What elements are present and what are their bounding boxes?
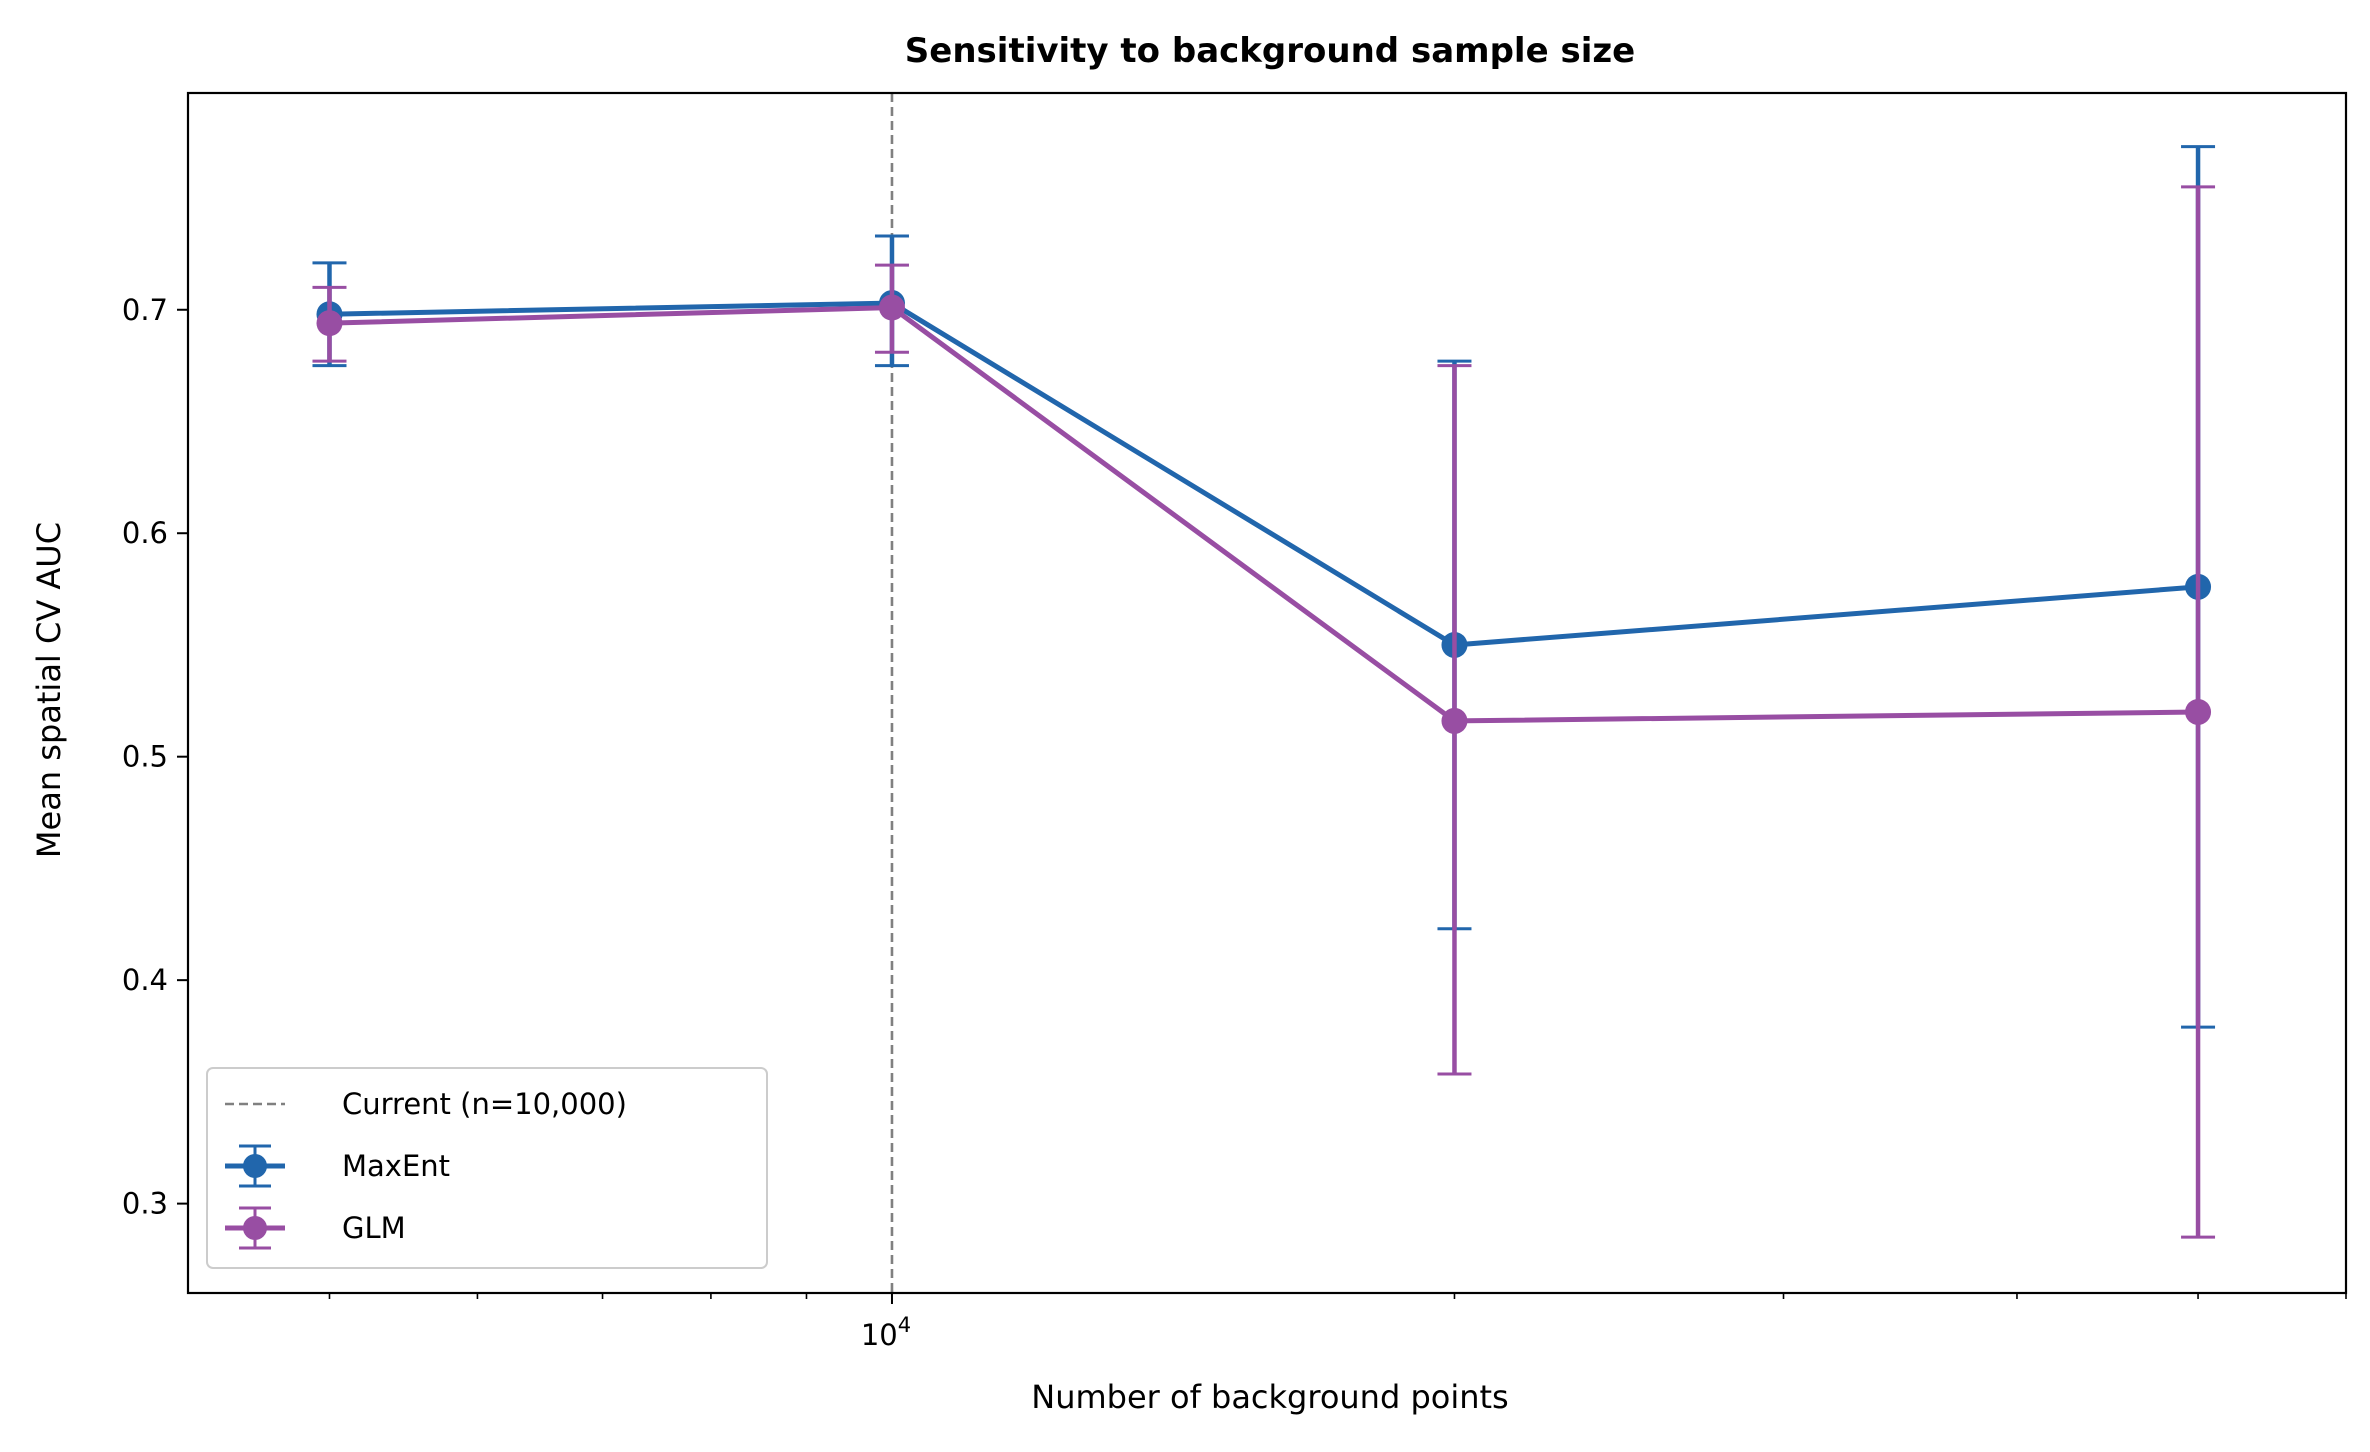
legend-marker (243, 1154, 267, 1178)
data-point (1441, 707, 1468, 734)
y-tick-label: 0.6 (122, 516, 168, 550)
legend-marker (243, 1216, 267, 1240)
series-layer (312, 145, 2216, 1239)
plot-frame (186, 91, 2348, 1295)
legend-label: GLM (342, 1211, 406, 1245)
data-point (878, 294, 905, 321)
data-point (316, 310, 343, 337)
x-tick-label: 104 (861, 1313, 911, 1352)
series-line (329, 300, 2199, 648)
y-tick-label: 0.3 (122, 1187, 168, 1221)
legend-label: Current (n=10,000) (342, 1087, 627, 1121)
legend-label: MaxEnt (342, 1149, 450, 1183)
legend: Current (n=10,000) MaxEnt GLM (206, 1067, 768, 1269)
x-axis-label: Number of background points (1031, 1378, 1508, 1416)
chart-title: Sensitivity to background sample size (905, 31, 1635, 71)
y-tick-label: 0.5 (122, 740, 168, 774)
y-tick-label: 0.4 (122, 963, 168, 997)
series-glm (312, 185, 2216, 1239)
y-tick-label: 0.7 (122, 293, 168, 327)
data-point (2185, 698, 2212, 725)
y-axis-label: Mean spatial CV AUC (30, 522, 68, 858)
series-line (329, 305, 2199, 724)
legend-box (206, 1067, 768, 1269)
axes-layer: 0.3 0.4 0.5 0.6 0.7 104 (122, 91, 2348, 1352)
